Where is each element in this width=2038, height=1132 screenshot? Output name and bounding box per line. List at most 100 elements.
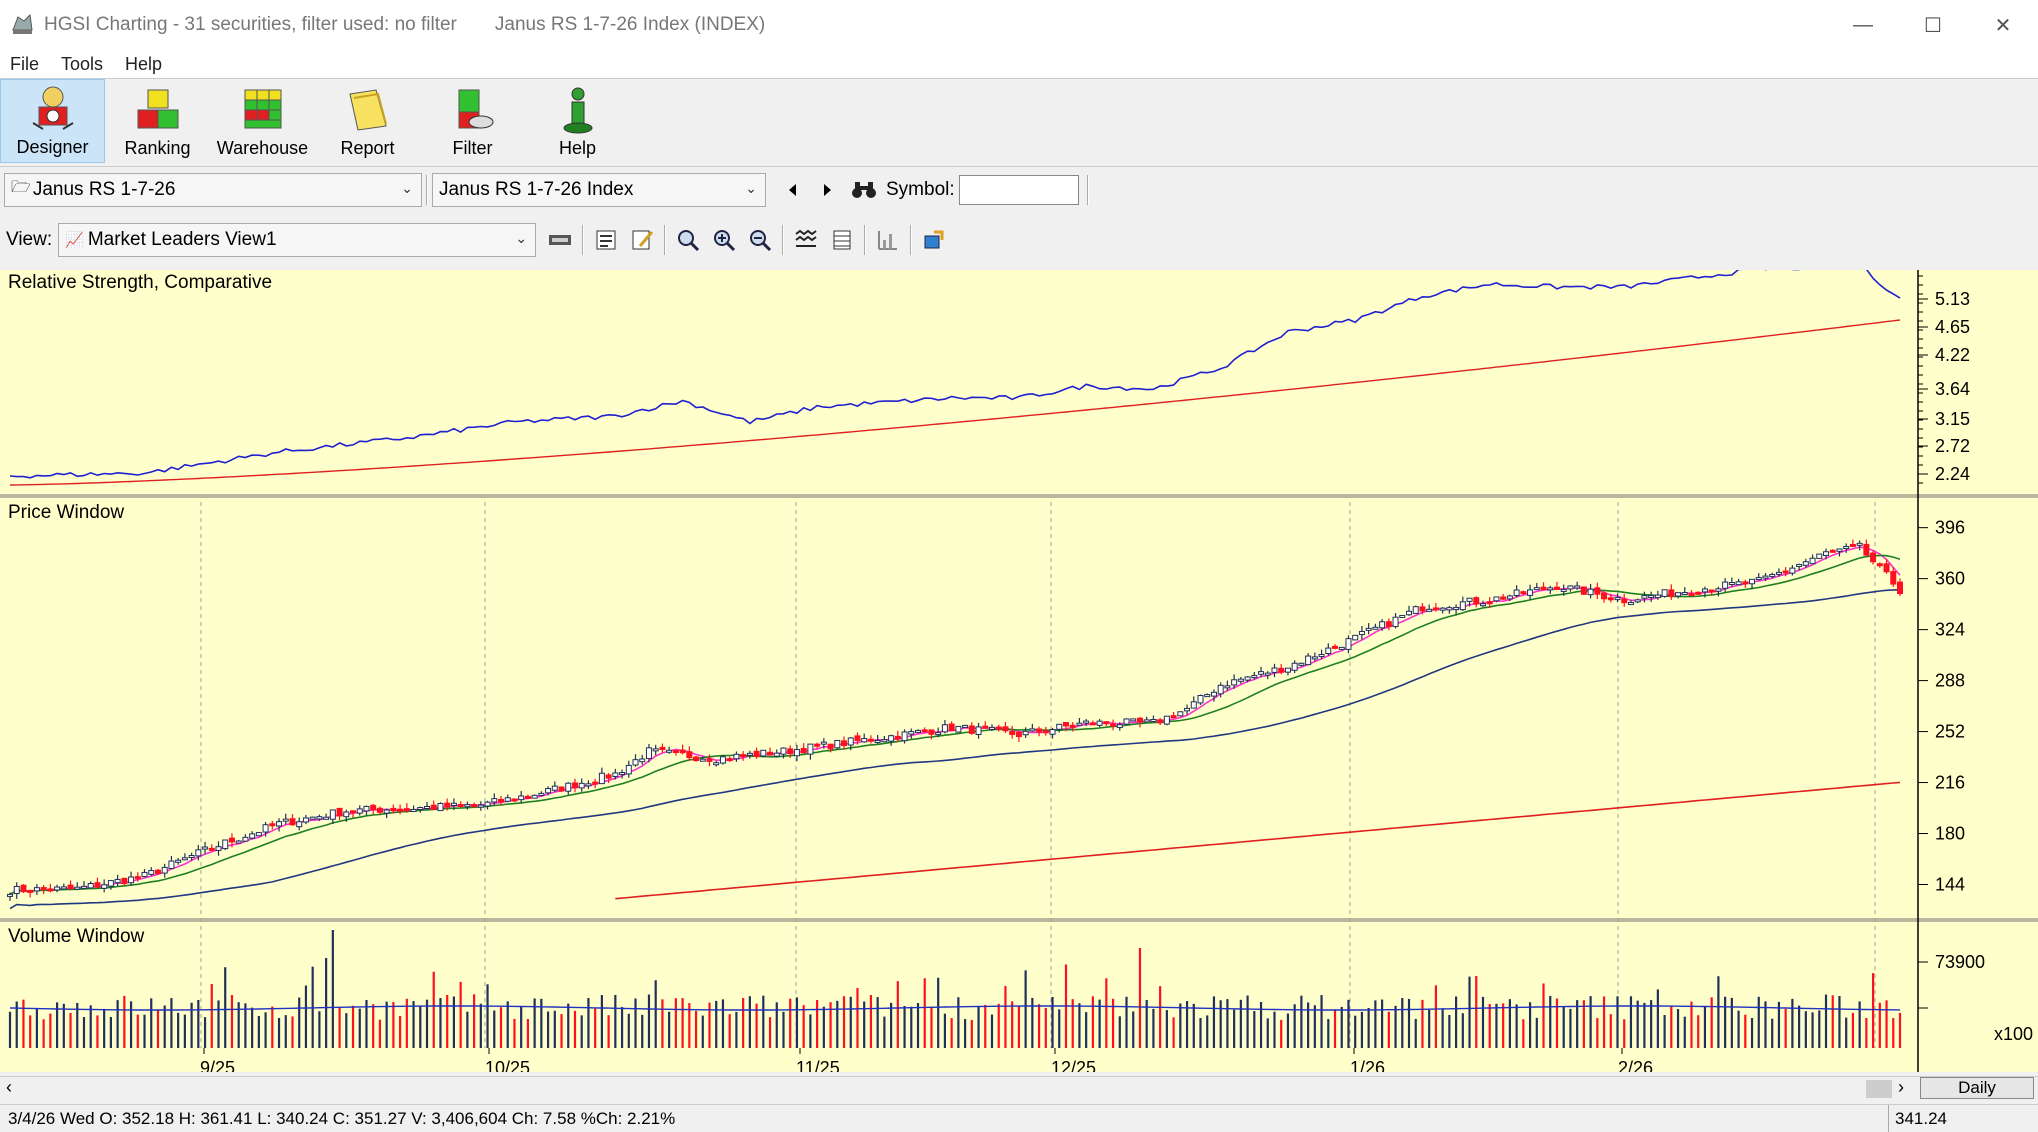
filter-button[interactable]: Filter [420, 79, 525, 163]
warehouse-button[interactable]: Warehouse [210, 79, 315, 163]
zoom-out-icon[interactable] [744, 224, 776, 256]
designer-icon [31, 86, 74, 130]
zoom-icon[interactable] [672, 224, 704, 256]
candle-body [417, 806, 424, 810]
price-tick-label: 180 [1935, 824, 1965, 844]
candle-body [524, 795, 531, 799]
report-button[interactable]: Report [315, 79, 420, 163]
candle-body [1789, 567, 1796, 574]
candle-body [215, 846, 222, 851]
zoom-in-icon[interactable] [708, 224, 740, 256]
candle-body [430, 804, 437, 810]
menu-tools[interactable]: Tools [61, 53, 104, 74]
candle-body [1217, 684, 1224, 695]
candle-body [1735, 581, 1742, 586]
edit-icon[interactable] [626, 224, 658, 256]
candle-body [424, 806, 431, 810]
designer-button[interactable]: Designer [0, 79, 105, 163]
menu-help[interactable]: Help [125, 53, 163, 74]
export-icon[interactable] [918, 224, 950, 256]
candle-body [222, 839, 229, 850]
symbol-input[interactable] [958, 174, 1079, 205]
chart-area[interactable]: 5.13 4.65 4.22 3.64 3.15 2.72 2.24 396 360 324 288… [0, 270, 2038, 1072]
folder-icon: 🗁 [11, 179, 31, 196]
candle-body [915, 729, 922, 733]
date-tick-label: 10/25 [485, 1058, 530, 1072]
volume-ma-line [9, 1005, 1901, 1011]
candle-body [94, 882, 101, 888]
candle-body [1015, 732, 1022, 738]
candle-body [1210, 691, 1217, 697]
candle-body [1258, 671, 1265, 675]
period-button[interactable]: Daily [1920, 1077, 2034, 1099]
candle-body [1002, 726, 1009, 732]
candle-body [1069, 724, 1076, 728]
horizontal-scrollbar[interactable]: ‹ › [0, 1076, 2038, 1100]
date-tick-label: 2/26 [1618, 1058, 1653, 1072]
candle-body [659, 746, 666, 750]
scroll-thumb[interactable] [1866, 1080, 1892, 1098]
candle-body [1184, 707, 1191, 712]
candle-body [1244, 676, 1251, 681]
menu-file[interactable]: File [10, 53, 40, 74]
warehouse-label: Warehouse [216, 138, 309, 158]
view-select[interactable]: 📈 Market Leaders View1 ⌄ [58, 223, 537, 257]
candle-body [208, 847, 215, 851]
maximize-button[interactable]: ☐ [1924, 14, 1942, 37]
properties-icon[interactable] [590, 224, 622, 256]
date-tick-label: 11/25 [796, 1058, 840, 1072]
candle-body [1446, 607, 1453, 611]
next-icon[interactable] [812, 174, 844, 206]
price-tick-label: 360 [1935, 569, 1965, 589]
candle-body [175, 859, 182, 863]
scroll-left-icon[interactable]: ‹ [6, 1077, 12, 1097]
candle-body [1755, 577, 1762, 581]
minimize-button[interactable]: — [1853, 13, 1873, 36]
view-settings-icon[interactable] [544, 224, 576, 256]
candle-body [1802, 561, 1809, 566]
chart-icon: 📈 [65, 232, 84, 249]
candle-body [1769, 573, 1776, 577]
security-select[interactable]: Janus RS 1-7-26 Index ⌄ [432, 172, 766, 207]
chevron-down-icon: ⌄ [401, 179, 413, 196]
table-icon[interactable] [826, 224, 858, 256]
previous-icon[interactable] [776, 174, 808, 206]
candle-body [551, 785, 558, 791]
help-button[interactable]: Help [525, 79, 630, 163]
list-select[interactable]: 🗁 Janus RS 1-7-26 ⌄ [4, 172, 422, 207]
candle-body [592, 781, 599, 785]
scroll-right-icon[interactable]: › [1898, 1077, 1904, 1097]
ranking-button[interactable]: Ranking [105, 79, 210, 163]
candle-body [1500, 596, 1507, 600]
candle-body [962, 724, 969, 728]
chart-canvas[interactable]: 5.13 4.65 4.22 3.64 3.15 2.72 2.24 396 360 324 288… [0, 270, 2038, 1072]
separator [582, 225, 585, 255]
candle-body [1365, 627, 1372, 631]
candle-body [309, 816, 316, 820]
panel-divider[interactable] [0, 918, 2038, 922]
candle-body [686, 751, 693, 759]
candle-body [1399, 614, 1406, 618]
candle-body [578, 782, 585, 789]
candle-body [1614, 597, 1621, 601]
status-price: 341.24 [1888, 1105, 1947, 1132]
compress-icon[interactable] [790, 224, 822, 256]
candle-body [726, 758, 733, 762]
list-select-value: Janus RS 1-7-26 [32, 178, 176, 200]
candle-body [767, 751, 774, 756]
candle-body [242, 836, 249, 842]
rs-tick-label: 4.65 [1935, 317, 1970, 337]
candle-body [376, 807, 383, 813]
rs-tick-label: 3.15 [1935, 409, 1970, 429]
panel-divider[interactable] [0, 494, 2038, 498]
candle-body [1042, 730, 1049, 734]
candle-body [881, 739, 888, 743]
candle-body [1722, 581, 1729, 589]
close-button[interactable]: ✕ [1994, 14, 2012, 37]
candle-body [773, 752, 780, 757]
candle-body [383, 809, 390, 814]
bar-chart-icon[interactable] [872, 224, 904, 256]
binoculars-icon[interactable] [848, 174, 880, 206]
candle-body [1432, 607, 1439, 611]
candle-body [1829, 549, 1836, 553]
